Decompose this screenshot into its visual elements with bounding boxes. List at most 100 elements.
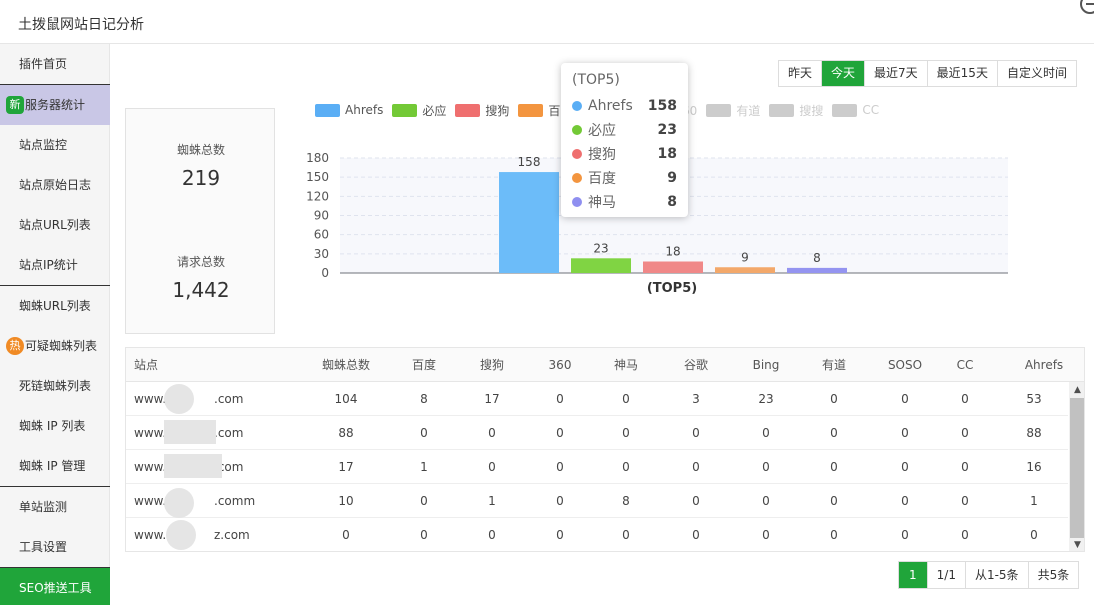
column-header: Bing bbox=[752, 358, 780, 372]
title-bar: 土拨鼠网站日记分析 bbox=[0, 0, 1094, 44]
y-tick-label: 30 bbox=[314, 247, 329, 261]
legend-label: 搜狗 bbox=[485, 103, 510, 118]
tooltip-row: 搜狗 18 bbox=[572, 142, 677, 166]
table-row[interactable]: www. .com 17 1 0 0 0 0 0 0 0 0 16 bbox=[126, 450, 1068, 484]
legend-swatch bbox=[315, 103, 340, 117]
sidebar-item-spider-url-list[interactable]: 蜘蛛URL列表 bbox=[0, 286, 110, 326]
table-cell: 0 bbox=[961, 426, 969, 440]
scroll-down-icon[interactable]: ▼ bbox=[1074, 540, 1081, 550]
sidebar-divider bbox=[0, 285, 110, 286]
sidebar-item-spider-ip-manage[interactable]: 蜘蛛 IP 管理 bbox=[0, 446, 110, 486]
legend-item[interactable]: 必应 bbox=[392, 102, 446, 118]
sidebar-item-label: 蜘蛛 IP 管理 bbox=[19, 459, 86, 473]
sidebar-item-spider-ip-list[interactable]: 蜘蛛 IP 列表 bbox=[0, 406, 110, 446]
column-header: 神马 bbox=[613, 358, 638, 372]
sidebar-item-site-raw-log[interactable]: 站点原始日志 bbox=[0, 165, 110, 205]
sidebar-item-server-stats[interactable]: 新 服务器统计 bbox=[0, 85, 110, 125]
scroll-up-icon[interactable]: ▲ bbox=[1074, 385, 1081, 395]
sidebar-item-site-monitor[interactable]: 站点监控 bbox=[0, 125, 110, 165]
sidebar-item-label: 插件首页 bbox=[19, 57, 68, 71]
series-dot-icon bbox=[572, 197, 582, 207]
close-icon[interactable] bbox=[1080, 0, 1094, 14]
spider-total-value: 219 bbox=[181, 166, 221, 190]
legend-label: Ahrefs bbox=[345, 103, 384, 117]
sidebar-item-label: 服务器统计 bbox=[25, 98, 86, 112]
sidebar-item-site-url-list[interactable]: 站点URL列表 bbox=[0, 205, 110, 245]
bar-value-label: 8 bbox=[813, 251, 821, 265]
range-today-button[interactable]: 今天 bbox=[821, 61, 865, 86]
table-row[interactable]: www. .com 88 0 0 0 0 0 0 0 0 0 88 bbox=[126, 416, 1068, 450]
sidebar-item-tool-settings[interactable]: 工具设置 bbox=[0, 527, 110, 567]
table-row[interactable]: www. z.com 0 0 0 0 0 0 0 0 0 0 0 bbox=[126, 518, 1068, 551]
table-cell: 0 bbox=[762, 460, 770, 474]
legend-item[interactable]: CC bbox=[832, 102, 879, 118]
table-scrollbar[interactable]: ▲ ▼ bbox=[1069, 382, 1084, 551]
redaction-mask bbox=[164, 384, 194, 414]
range-yesterday-button[interactable]: 昨天 bbox=[779, 61, 822, 86]
table-cell: 0 bbox=[762, 528, 770, 542]
tooltip-row-name: 必应 bbox=[588, 123, 616, 139]
table-cell: 23 bbox=[758, 392, 774, 406]
tooltip-row-value: 8 bbox=[667, 194, 677, 210]
table-cell: 0 bbox=[342, 528, 350, 542]
sidebar-item-label: 站点监控 bbox=[19, 138, 68, 152]
pagination: 1 1/1 从1-5条 共5条 bbox=[898, 561, 1080, 589]
y-tick-label: 180 bbox=[306, 151, 329, 165]
table-cell: 0 bbox=[556, 528, 564, 542]
range-15days-button[interactable]: 最近15天 bbox=[926, 61, 997, 86]
legend-item[interactable]: 搜搜 bbox=[769, 102, 823, 118]
tooltip-row-name: Ahrefs bbox=[588, 98, 633, 114]
column-header: 蜘蛛总数 bbox=[321, 358, 370, 372]
scroll-thumb[interactable] bbox=[1070, 398, 1084, 538]
redaction-mask bbox=[164, 420, 216, 444]
sidebar-item-seo-push-tool[interactable]: SEO推送工具 bbox=[0, 568, 110, 605]
legend-label: CC bbox=[862, 103, 880, 117]
date-range-selector: 昨天 今天 最近7天 最近15天 自定义时间 bbox=[778, 60, 1077, 87]
column-header: Ahrefs bbox=[1024, 358, 1064, 372]
sidebar-divider bbox=[0, 567, 110, 568]
table-cell: 0 bbox=[901, 528, 909, 542]
range-7days-button[interactable]: 最近7天 bbox=[864, 61, 927, 86]
tooltip-row-value: 9 bbox=[667, 170, 677, 186]
table-cell: 0 bbox=[488, 426, 496, 440]
table-cell: 0 bbox=[961, 494, 969, 508]
table-cell: 0 bbox=[961, 460, 969, 474]
site-spider-table: 站点 蜘蛛总数 百度 搜狗 360 神马 谷歌 Bing 有道 SOSO CC … bbox=[125, 347, 1085, 552]
site-suffix-cell: .comm bbox=[214, 494, 256, 508]
legend-item[interactable]: 百 bbox=[518, 102, 560, 118]
table-cell: 0 bbox=[488, 460, 496, 474]
sidebar-item-label: 单站监测 bbox=[19, 500, 68, 514]
redaction-mask bbox=[164, 488, 194, 518]
legend-label: 搜搜 bbox=[799, 103, 824, 118]
site-prefix-cell: www. bbox=[134, 528, 167, 542]
sidebar-item-dead-link-spider-list[interactable]: 死链蜘蛛列表 bbox=[0, 366, 110, 406]
sidebar-item-plugin-home[interactable]: 插件首页 bbox=[0, 44, 110, 84]
legend-item[interactable]: 搜狗 bbox=[455, 102, 509, 118]
sidebar-item-site-ip-stats[interactable]: 站点IP统计 bbox=[0, 245, 110, 285]
legend-swatch bbox=[706, 103, 732, 117]
table-cell: 0 bbox=[1030, 528, 1038, 542]
page-1-button[interactable]: 1 bbox=[899, 562, 927, 588]
site-prefix-cell: www. bbox=[134, 392, 167, 406]
request-total-value: 1,442 bbox=[172, 278, 230, 302]
sidebar-divider bbox=[0, 486, 110, 487]
sidebar-item-label: 站点原始日志 bbox=[19, 178, 92, 192]
sidebar-item-single-site-monitor[interactable]: 单站监测 bbox=[0, 487, 110, 527]
series-dot-icon bbox=[572, 149, 582, 159]
table-row[interactable]: www. .comm 10 0 1 0 8 0 0 0 0 0 1 bbox=[126, 484, 1068, 518]
table-cell: 17 bbox=[338, 460, 354, 474]
sidebar-item-label: 蜘蛛 IP 列表 bbox=[19, 419, 86, 433]
legend-item[interactable]: 有道 bbox=[706, 102, 760, 118]
table-row[interactable]: www. .com 104 8 17 0 0 3 23 0 0 0 53 bbox=[126, 382, 1068, 416]
window-title: 土拨鼠网站日记分析 bbox=[18, 17, 144, 33]
x-axis-label: (TOP5) bbox=[647, 281, 697, 296]
series-dot-icon bbox=[572, 125, 582, 135]
column-header: CC bbox=[956, 358, 974, 372]
legend-swatch bbox=[392, 103, 418, 117]
sidebar-item-suspicious-spider-list[interactable]: 热 可疑蜘蛛列表 bbox=[0, 326, 110, 366]
legend-item[interactable]: Ahrefs bbox=[315, 102, 383, 118]
range-custom-button[interactable]: 自定义时间 bbox=[996, 61, 1076, 86]
tooltip-row: 神马 8 bbox=[572, 190, 677, 214]
table-cell: 0 bbox=[901, 494, 909, 508]
legend-swatch bbox=[832, 103, 858, 117]
